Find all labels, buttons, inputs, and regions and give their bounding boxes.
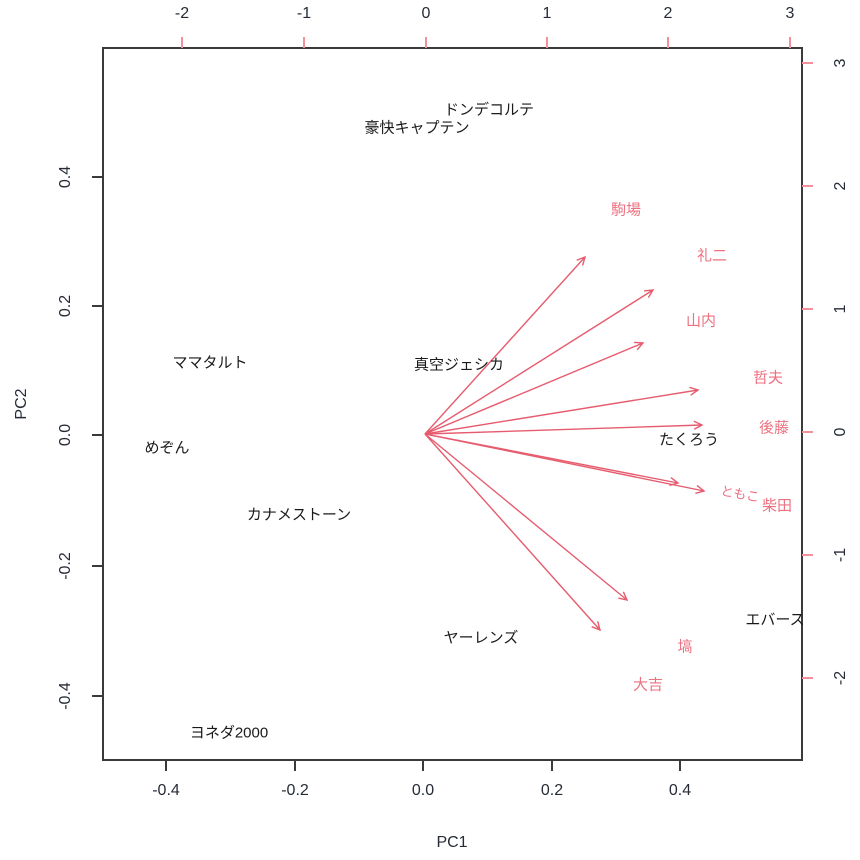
bottom-axis-tick-label: 0.4 xyxy=(668,782,692,799)
loading-arrow xyxy=(424,341,645,435)
left-axis-tick-label: -0.2 xyxy=(57,552,74,580)
observation-label: エバース xyxy=(745,611,805,629)
observation-label: たくろう xyxy=(658,431,720,449)
bottom-axis-tick-label: 0.2 xyxy=(540,782,564,799)
observation-label: ドンデコルテ xyxy=(443,101,535,119)
loading-arrow xyxy=(424,433,602,632)
right-axis-tick-label: 0 xyxy=(832,427,849,437)
observation-label: 真空ジェシカ xyxy=(413,356,505,374)
variable-label: 大吉 xyxy=(632,676,664,694)
loading-arrow xyxy=(424,433,629,601)
right-axis-tick-label: 2 xyxy=(832,181,849,191)
right-axis-tick-label: 3 xyxy=(832,58,849,68)
variable-label: 哲夫 xyxy=(752,369,784,387)
loading-arrow xyxy=(424,433,706,494)
left-axis-tick-label: -0.4 xyxy=(57,682,74,710)
bottom-axis-tick-label: -0.2 xyxy=(281,782,309,799)
right-axis-tick-label: 1 xyxy=(832,304,849,314)
top-axis-tick-label: 2 xyxy=(663,5,673,22)
observation-label: カナメストーン xyxy=(246,506,352,524)
variable-label: 礼二 xyxy=(696,247,728,265)
loading-arrow xyxy=(424,420,704,435)
top-axis-tick-label: 0 xyxy=(421,5,431,22)
left-axis-tick-label: 0.4 xyxy=(57,165,74,189)
observation-label: ヤーレンズ xyxy=(443,629,519,647)
right-axis-tick-label: -2 xyxy=(832,670,849,686)
bottom-axis-tick-label: 0.0 xyxy=(411,782,435,799)
bottom-axis-tick-label: -0.4 xyxy=(152,782,180,799)
right-axis-tick-label: -1 xyxy=(832,547,849,563)
left-axis-tick-label: 0.0 xyxy=(57,423,74,447)
left-axis-tick-label: 0.2 xyxy=(57,294,74,318)
observation-label: ママタルト xyxy=(172,354,248,372)
top-axis-tick-label: 1 xyxy=(542,5,552,22)
variable-label: 柴田 xyxy=(761,497,793,515)
y-axis-title: PC2 xyxy=(13,388,30,420)
variable-label: 塙 xyxy=(677,638,693,656)
x-axis-title: PC1 xyxy=(436,834,468,851)
top-axis-tick-label: -1 xyxy=(296,5,312,22)
loading-arrow xyxy=(424,386,700,435)
observation-label: めぞん xyxy=(144,439,190,457)
variable-label: 山内 xyxy=(685,312,717,330)
loading-arrow xyxy=(424,289,655,435)
observation-label: 豪快キャプテン xyxy=(364,119,470,137)
plot-box-border xyxy=(102,47,803,761)
loading-arrow xyxy=(424,255,587,435)
top-axis-tick-label: 3 xyxy=(785,5,795,22)
top-axis-tick-label: -2 xyxy=(174,5,190,22)
variable-label: 後藤 xyxy=(758,419,790,437)
observation-label: ヨネダ2000 xyxy=(189,724,269,742)
variable-label: 駒場 xyxy=(610,201,642,219)
variable-label: ともこ xyxy=(719,483,761,505)
